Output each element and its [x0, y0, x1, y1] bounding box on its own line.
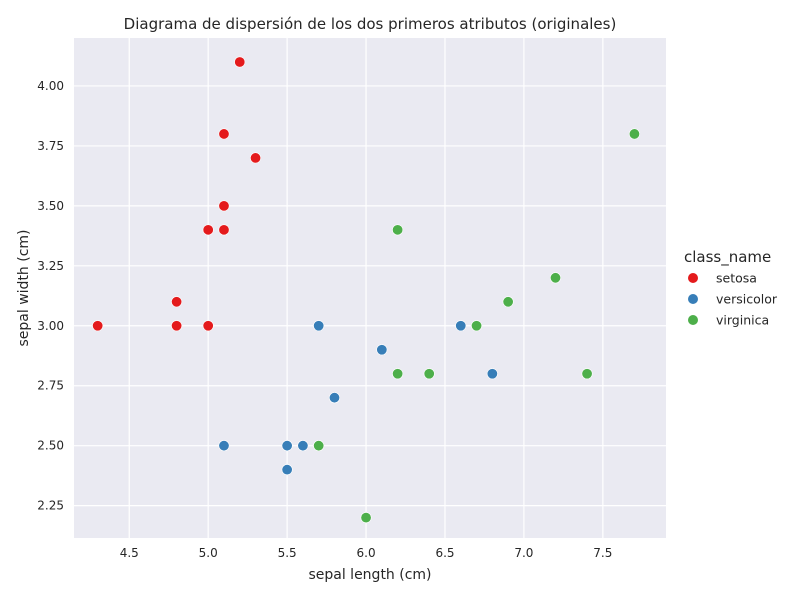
- data-point-virginica: [471, 320, 483, 332]
- data-point-virginica: [628, 128, 640, 140]
- x-tick-label: 6.5: [435, 546, 454, 560]
- legend-marker-virginica: [688, 315, 698, 325]
- y-tick-labels: 2.25 2.50 2.75 3.00 3.25 3.50 3.75 4.00: [37, 79, 64, 513]
- data-point-versicolor: [328, 392, 340, 404]
- x-tick-label: 6.0: [357, 546, 376, 560]
- y-tick-label: 2.75: [37, 379, 64, 393]
- legend-label-versicolor: versicolor: [716, 292, 778, 307]
- y-tick-label: 3.75: [37, 139, 64, 153]
- data-point-versicolor: [218, 440, 230, 452]
- legend-marker-setosa: [688, 273, 698, 283]
- y-axis-label: sepal width (cm): [16, 229, 32, 346]
- data-point-setosa: [202, 320, 214, 332]
- y-tick-label: 4.00: [37, 79, 64, 93]
- data-point-virginica: [423, 368, 435, 380]
- data-point-setosa: [218, 224, 230, 236]
- data-point-versicolor: [281, 464, 293, 476]
- legend: class_name setosa versicolor virginica: [684, 248, 778, 328]
- y-tick-label: 3.50: [37, 199, 64, 213]
- x-axis-label: sepal length (cm): [308, 567, 431, 583]
- data-point-versicolor: [486, 368, 498, 380]
- data-point-virginica: [549, 272, 561, 284]
- data-point-setosa: [171, 296, 183, 308]
- data-point-virginica: [392, 368, 404, 380]
- legend-title: class_name: [684, 248, 771, 267]
- x-tick-label: 5.5: [278, 546, 297, 560]
- data-point-versicolor: [281, 440, 293, 452]
- data-point-versicolor: [376, 344, 388, 356]
- legend-label-virginica: virginica: [716, 313, 769, 328]
- x-tick-label: 7.0: [514, 546, 533, 560]
- plot-background: [74, 38, 666, 538]
- y-tick-label: 2.50: [37, 439, 64, 453]
- data-point-virginica: [392, 224, 404, 236]
- data-point-setosa: [250, 152, 262, 164]
- data-point-versicolor: [297, 440, 309, 452]
- x-tick-labels: 4.5 5.0 5.5 6.0 6.5 7.0 7.5: [120, 546, 613, 560]
- legend-items: setosa versicolor virginica: [688, 271, 778, 328]
- y-tick-label: 3.25: [37, 259, 64, 273]
- data-points: [92, 56, 640, 524]
- x-tick-label: 4.5: [120, 546, 139, 560]
- data-point-setosa: [171, 320, 183, 332]
- data-point-setosa: [218, 128, 230, 140]
- legend-marker-versicolor: [688, 294, 698, 304]
- data-point-virginica: [581, 368, 593, 380]
- y-tick-label: 3.00: [37, 319, 64, 333]
- data-point-versicolor: [313, 320, 325, 332]
- data-point-virginica: [502, 296, 514, 308]
- chart-title: Diagrama de dispersión de los dos primer…: [124, 15, 617, 33]
- data-point-virginica: [313, 440, 325, 452]
- data-point-virginica: [360, 512, 372, 524]
- legend-label-setosa: setosa: [716, 271, 757, 286]
- y-tick-label: 2.25: [37, 499, 64, 513]
- data-point-versicolor: [455, 320, 467, 332]
- data-point-setosa: [234, 56, 246, 68]
- data-point-setosa: [92, 320, 104, 332]
- data-point-setosa: [202, 224, 214, 236]
- x-tick-label: 7.5: [593, 546, 612, 560]
- data-point-setosa: [218, 200, 230, 212]
- x-tick-label: 5.0: [199, 546, 218, 560]
